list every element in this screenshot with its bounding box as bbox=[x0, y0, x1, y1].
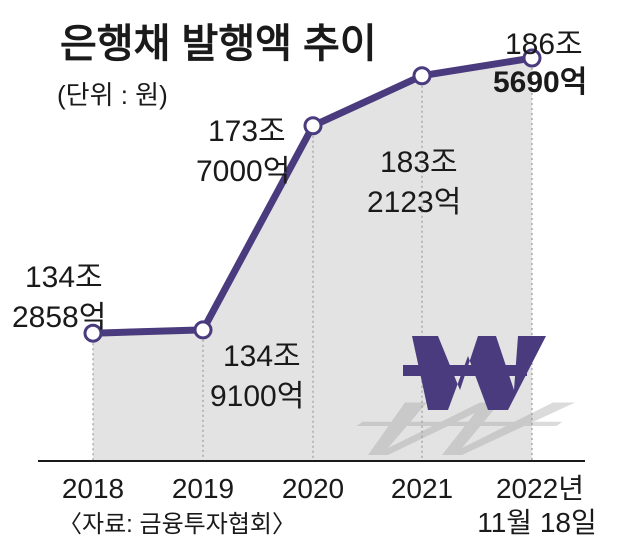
data-point-2021 bbox=[412, 66, 432, 86]
data-label-2022-eok: 5690억 bbox=[493, 66, 587, 99]
vertical-guides bbox=[92, 58, 533, 461]
unit-note: (단위 : 원) bbox=[57, 80, 168, 110]
data-point-2019 bbox=[193, 320, 213, 340]
chart-title: 은행채 발행액 추이 bbox=[60, 22, 377, 66]
data-points bbox=[83, 48, 542, 343]
won-sign-icon bbox=[356, 336, 575, 455]
data-label-2021-eok: 2123억 bbox=[367, 186, 461, 219]
data-label-2020-eok: 7000억 bbox=[196, 155, 290, 188]
data-point-2022 bbox=[522, 48, 542, 68]
data-label-2019-eok: 9100억 bbox=[210, 380, 304, 413]
x-tick-2020: 2020 bbox=[282, 473, 344, 504]
x-tick-2019: 2019 bbox=[172, 473, 234, 504]
source-note: 〈자료: 금융투자협회〉 bbox=[58, 511, 296, 538]
data-label-2021-jo: 183조 bbox=[380, 146, 458, 179]
data-point-2020 bbox=[303, 116, 323, 136]
data-label-2018-jo: 134조 bbox=[25, 261, 103, 294]
data-label-2018-eok: 2858억 bbox=[12, 301, 106, 334]
won-sign-shadow bbox=[356, 402, 575, 455]
data-label-2022-jo: 186조 bbox=[505, 28, 583, 61]
data-label-2020-jo: 173조 bbox=[208, 115, 286, 148]
x-tick-2022: 2022년 bbox=[496, 473, 584, 504]
data-label-2019-jo: 134조 bbox=[223, 340, 301, 373]
x-tick-2018: 2018 bbox=[62, 473, 124, 504]
data-point-2018 bbox=[83, 323, 103, 343]
x-tick-2021: 2021 bbox=[391, 473, 453, 504]
x-tick-note: 11월 18일 bbox=[477, 507, 597, 538]
